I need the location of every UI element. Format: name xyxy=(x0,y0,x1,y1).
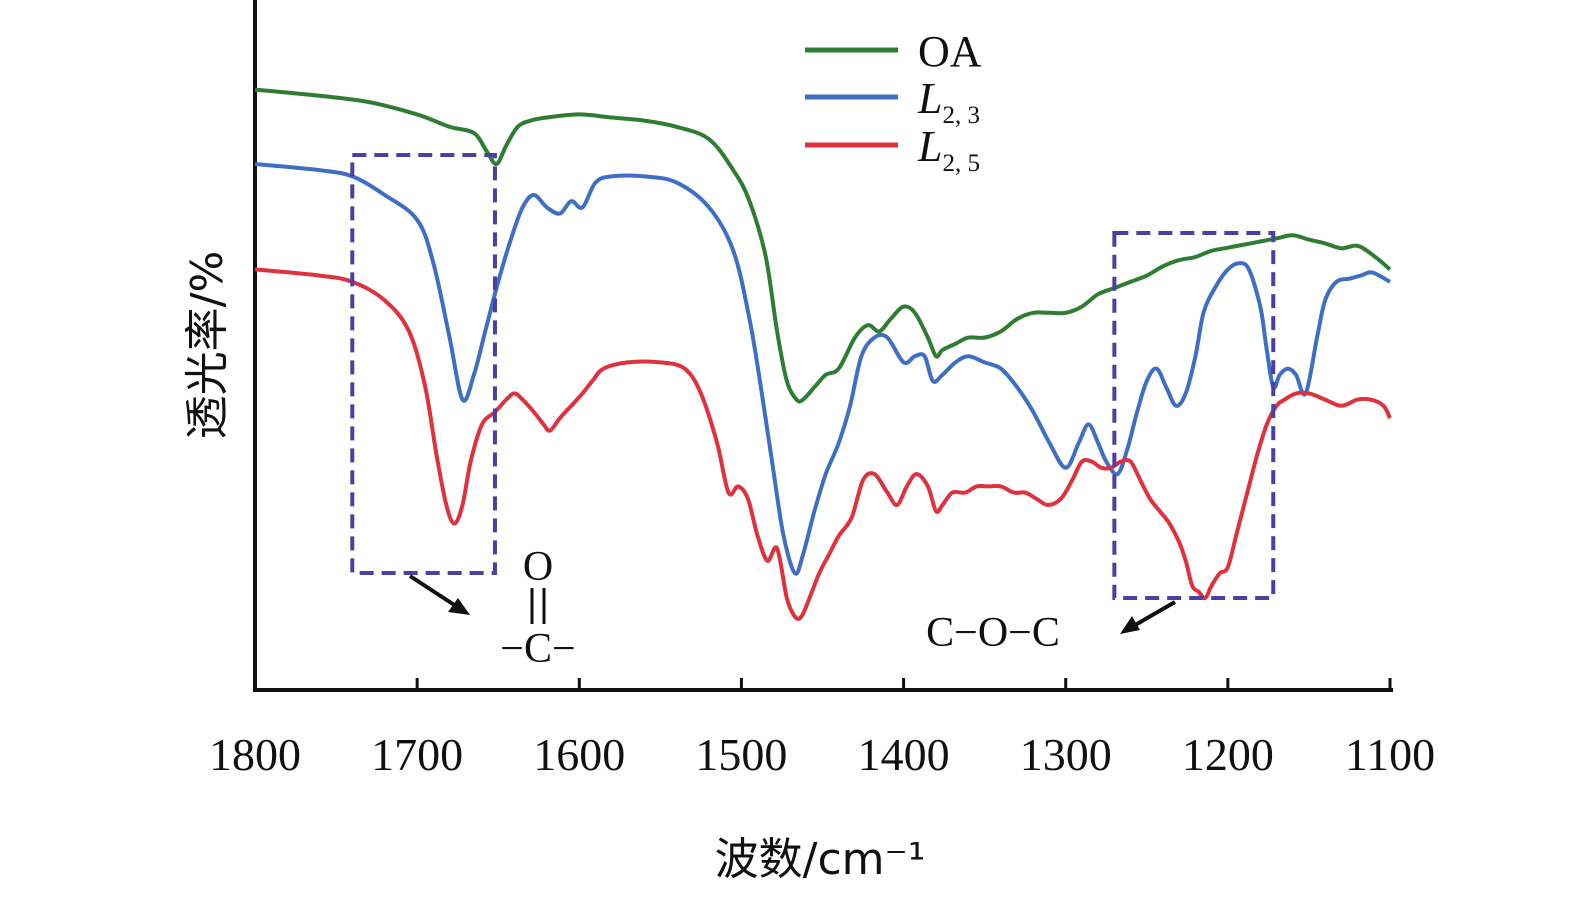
legend-label-l23: L2, 3 xyxy=(917,74,980,129)
series-line-l-25 xyxy=(254,267,1392,621)
legend-label-l23-sub: 2, 3 xyxy=(942,102,980,129)
x-tick-label: 1400 xyxy=(858,729,950,780)
series-line-l-23 xyxy=(254,162,1391,576)
carbonyl-arrowhead xyxy=(448,598,470,615)
x-tick-label: 1800 xyxy=(209,729,301,780)
carbonyl-label-main: −C− xyxy=(500,626,575,672)
ether-annotation: C−O−C xyxy=(926,600,1177,656)
annotation-box xyxy=(350,153,497,575)
legend-label-l23-main: L xyxy=(917,74,942,123)
legend: OA L2, 3 L2, 5 xyxy=(805,27,982,177)
series-lines xyxy=(254,87,1392,621)
axes xyxy=(253,0,1393,692)
legend-label-l25-main: L xyxy=(917,122,942,171)
x-tick-label: 1200 xyxy=(1182,729,1274,780)
x-tick-label: 1100 xyxy=(1345,729,1435,780)
carbonyl-label-o: O xyxy=(523,544,553,590)
ether-arrowhead xyxy=(1120,616,1140,634)
carbonyl-arrow xyxy=(408,574,464,612)
x-ticks: 1800 1700 1600 1500 1400 1300 1200 1100 xyxy=(209,678,1435,780)
annotation-box xyxy=(1112,231,1276,600)
x-tick-label: 1500 xyxy=(695,729,787,780)
series-line-oa xyxy=(254,87,1392,404)
legend-label-l25: L2, 5 xyxy=(917,122,980,177)
ether-arrow xyxy=(1128,600,1177,630)
x-tick-label: 1600 xyxy=(533,729,625,780)
legend-label-l25-sub: 2, 5 xyxy=(942,150,980,177)
carbonyl-annotation: O −C− xyxy=(408,544,576,672)
legend-label-oa: OA xyxy=(918,27,982,76)
x-tick-label: 1300 xyxy=(1020,729,1112,780)
x-tick-label: 1700 xyxy=(371,729,463,780)
y-axis-title: 透光率/% xyxy=(182,251,233,440)
ether-label: C−O−C xyxy=(926,610,1060,656)
annotation-boxes xyxy=(350,153,1276,600)
x-axis-title: 波数/cm⁻¹ xyxy=(715,834,926,885)
